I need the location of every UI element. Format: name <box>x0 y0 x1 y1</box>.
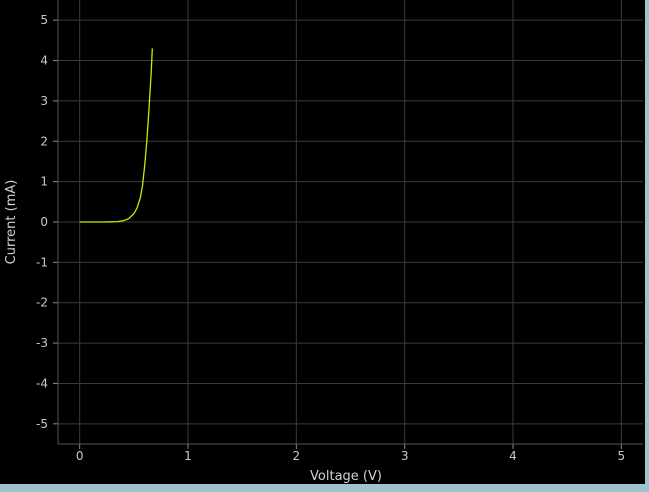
y-tick-labels: 5 4 3 2 1 0 -1 -2 -3 -4 -5 <box>36 13 48 431</box>
y-tick-label: -5 <box>36 417 48 431</box>
x-axis-title: Voltage (V) <box>310 469 382 484</box>
y-tick-label: 2 <box>40 134 48 148</box>
y-tick-label: 0 <box>40 215 48 229</box>
y-tick-label: -4 <box>36 376 48 390</box>
x-tick-label: 4 <box>509 449 517 463</box>
series-group <box>79 48 153 223</box>
y-tick-label: -1 <box>36 255 48 269</box>
series-line <box>79 48 153 223</box>
y-axis-title: Current (mA) <box>4 180 19 265</box>
y-tick-label: 4 <box>40 54 48 68</box>
x-tick-label: 1 <box>184 449 192 463</box>
y-tick-label: -3 <box>36 336 48 350</box>
grid <box>53 0 643 449</box>
window-bottom-strip <box>0 484 649 492</box>
y-tick-label: 5 <box>40 13 48 27</box>
x-tick-labels: 0 1 2 3 4 5 <box>76 449 625 463</box>
iv-curve-chart: 0 1 2 3 4 5 5 4 3 2 1 0 -1 -2 -3 -4 -5 Voltage (V) Curr… <box>4 0 643 484</box>
y-tick-label: 3 <box>40 94 48 108</box>
x-tick-label: 3 <box>401 449 409 463</box>
x-tick-label: 0 <box>76 449 84 463</box>
y-tick-label: -2 <box>36 296 48 310</box>
x-tick-label: 5 <box>618 449 626 463</box>
x-tick-label: 2 <box>293 449 301 463</box>
y-tick-label: 1 <box>40 175 48 189</box>
chart-panel: 0 1 2 3 4 5 5 4 3 2 1 0 -1 -2 -3 -4 -5 Voltage (V) Curr… <box>0 0 645 484</box>
